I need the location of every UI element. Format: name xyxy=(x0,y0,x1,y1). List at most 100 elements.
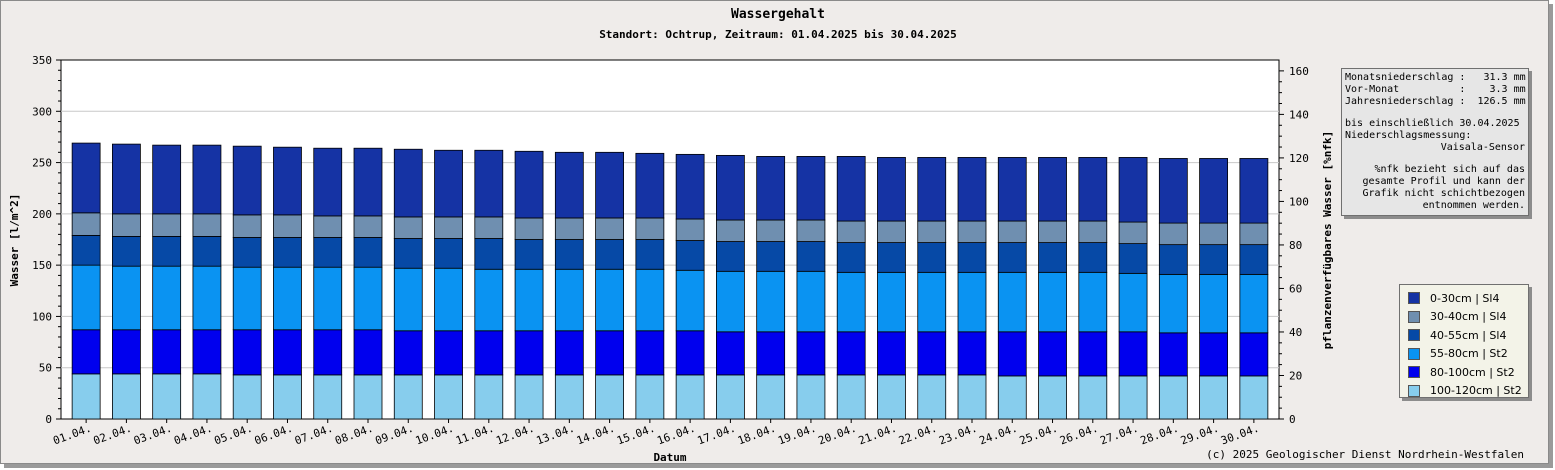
bar-segment xyxy=(393,267,423,332)
bar-segment xyxy=(313,237,343,268)
bar-segment xyxy=(1158,375,1188,420)
legend-item: 40-55cm | Sl4 xyxy=(1408,328,1506,342)
bar-segment xyxy=(1078,271,1108,333)
y2-axis-label: pflanzenverfügbares Wasser [%nfk] xyxy=(1321,131,1334,350)
legend-label: 55-80cm | St2 xyxy=(1430,347,1508,360)
bar-stack xyxy=(554,151,584,420)
legend-label: 40-55cm | Sl4 xyxy=(1430,328,1507,342)
bar-segment xyxy=(635,374,665,420)
x-tick-label: 01.04. xyxy=(51,422,93,448)
y2-tick-label: 60 xyxy=(1289,282,1302,295)
bar-segment xyxy=(514,150,544,219)
y-axis-right: 0 20 40 60 80 100 120 140 160 xyxy=(1279,65,1309,426)
bar-segment xyxy=(192,373,222,420)
bar-stack xyxy=(957,157,987,420)
bar-segment xyxy=(232,214,262,238)
bar-segment xyxy=(1038,375,1067,420)
bar-segment xyxy=(595,239,624,270)
legend-swatch xyxy=(1408,310,1420,323)
bar-segment xyxy=(675,374,705,420)
bar-segment xyxy=(836,271,866,333)
bar-segment xyxy=(273,214,302,238)
bar-stack xyxy=(796,156,826,420)
info-measurement-label: Niederschlagsmessung: xyxy=(1345,130,1472,141)
y2-tick-label: 160 xyxy=(1289,65,1309,78)
x-tick-label: 17.04. xyxy=(696,422,738,448)
bar-segment xyxy=(997,331,1027,377)
legend-item: 0-30cm | Sl4 xyxy=(1408,291,1499,305)
bar-segment xyxy=(1239,273,1269,334)
x-tick-label: 23.04. xyxy=(937,422,979,448)
bar-stack xyxy=(997,157,1027,420)
bar-segment xyxy=(112,236,141,267)
bar-segment xyxy=(1118,243,1148,274)
bar-stacks xyxy=(71,142,1269,420)
bar-stack xyxy=(1199,158,1228,420)
bar-segment xyxy=(1078,331,1108,377)
bar-stack xyxy=(595,151,624,420)
bar-segment xyxy=(877,374,906,420)
bar-segment xyxy=(796,374,826,420)
chart-subtitle: Standort: Ochtrup, Zeitraum: 01.04.2025 … xyxy=(599,28,957,41)
copyright-text: (c) 2025 Geologischer Dienst Nordrhein-W… xyxy=(1206,448,1524,461)
bar-segment xyxy=(232,145,262,216)
x-tick-label: 06.04. xyxy=(253,422,295,448)
bar-segment xyxy=(675,330,705,376)
bar-segment xyxy=(192,236,222,267)
y2-tick-label: 20 xyxy=(1289,369,1302,382)
bar-segment xyxy=(1078,375,1108,420)
bar-segment xyxy=(474,330,504,376)
bar-stack xyxy=(1158,158,1188,420)
x-tick-label: 02.04. xyxy=(92,422,134,448)
x-axis: 01.04.02.04.03.04.04.04.05.04.06.04.07.0… xyxy=(51,419,1261,447)
bar-segment xyxy=(434,267,463,332)
bar-segment xyxy=(917,271,947,333)
legend-swatch xyxy=(1408,366,1420,378)
bar-segment xyxy=(353,374,383,420)
bar-stack xyxy=(836,156,866,420)
bar-stack xyxy=(273,146,302,420)
bar-segment xyxy=(474,268,504,332)
bar-segment xyxy=(957,242,987,273)
bar-segment xyxy=(635,330,665,376)
legend-item: 100-120cm | St2 xyxy=(1408,384,1522,398)
bar-segment xyxy=(1118,331,1148,377)
bar-stack xyxy=(716,154,745,420)
bar-stack xyxy=(1239,158,1269,420)
bar-segment xyxy=(71,264,101,331)
bar-segment xyxy=(635,217,665,240)
x-tick-label: 19.04. xyxy=(776,422,818,448)
bar-segment xyxy=(71,142,101,214)
bar-segment xyxy=(434,149,463,218)
bar-stack xyxy=(917,157,947,420)
bar-segment xyxy=(514,217,544,240)
bar-segment xyxy=(434,374,463,420)
y-axis-left: 0 50 100 150 200 250 300 350 xyxy=(32,54,61,426)
bar-segment xyxy=(353,266,383,331)
bar-segment xyxy=(192,144,222,215)
bar-segment xyxy=(1118,221,1148,245)
bar-stack xyxy=(434,149,463,420)
bar-segment xyxy=(716,270,745,333)
bar-segment xyxy=(112,373,141,420)
bar-stack xyxy=(756,156,786,420)
legend-swatch xyxy=(1408,329,1420,341)
bar-segment xyxy=(1158,244,1188,275)
x-tick-label: 24.04. xyxy=(977,422,1019,448)
x-tick-label: 09.04. xyxy=(373,422,415,448)
plot-area xyxy=(60,59,1280,420)
info-yearly-precip: Jahresniederschlag : 126.5 mm xyxy=(1345,96,1526,107)
bar-segment xyxy=(957,271,987,333)
x-tick-label: 27.04. xyxy=(1098,422,1140,448)
y-tick-label: 250 xyxy=(32,157,52,170)
bar-segment xyxy=(1038,271,1067,333)
bar-segment xyxy=(796,156,826,221)
bar-stack xyxy=(112,143,141,420)
bar-segment xyxy=(1158,222,1188,246)
bar-segment xyxy=(554,239,584,270)
legend-swatch xyxy=(1408,384,1420,397)
bar-segment xyxy=(957,220,987,243)
y2-tick-label: 80 xyxy=(1289,239,1302,252)
legend-item: 30-40cm | Sl4 xyxy=(1408,310,1506,324)
bar-segment xyxy=(1158,273,1188,334)
